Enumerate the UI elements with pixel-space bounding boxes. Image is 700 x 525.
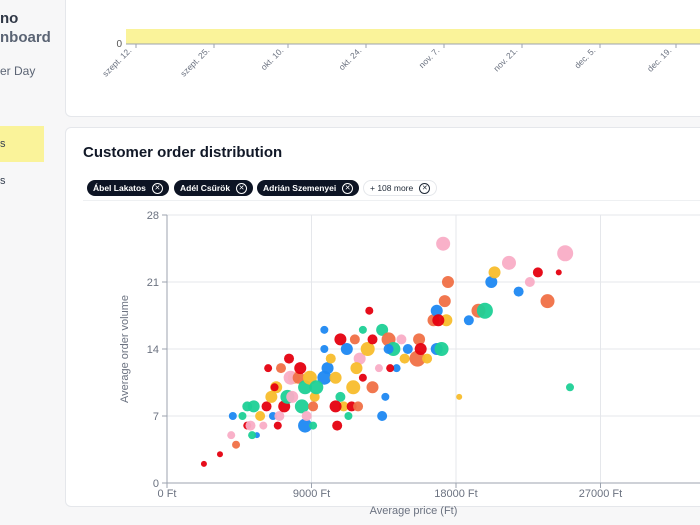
customer-filter-chips: Ábel Lakatos ✕ Adél Csűrök ✕ Adrián Szem… bbox=[83, 178, 700, 201]
x-tick-label: nov. 7. bbox=[417, 45, 442, 70]
remove-chip-icon[interactable]: ✕ bbox=[236, 182, 248, 194]
remove-chip-icon[interactable]: ✕ bbox=[151, 182, 163, 194]
card-title: Customer order distribution bbox=[83, 144, 283, 161]
sidebar-item-label: s bbox=[0, 175, 6, 187]
sidebar-item[interactable]: s bbox=[0, 163, 44, 199]
sidebar-item-label: s bbox=[0, 138, 6, 150]
x-tick-label: dec. 19. bbox=[645, 45, 673, 73]
sidebar: no nboard er Day s s bbox=[0, 0, 51, 525]
x-tick-label: okt. 24. bbox=[337, 45, 364, 72]
sidebar-subtitle: er Day bbox=[0, 64, 36, 78]
x-tick-label: szept. 12. bbox=[100, 45, 133, 78]
daily-chart-card: 0 szept. 12. szept. 25. okt. 10. okt. 24. no… bbox=[65, 0, 700, 117]
chip-label: Ábel Lakatos bbox=[93, 183, 146, 193]
y-tick-label: 0 bbox=[116, 39, 122, 50]
customer-chip[interactable]: Adrián Szemenyei ✕ bbox=[257, 180, 360, 196]
brand-title-line2: nboard bbox=[0, 29, 51, 46]
chip-label: Adrián Szemenyei bbox=[263, 183, 337, 193]
chip-label: Adél Csűrök bbox=[180, 183, 231, 193]
x-tick-label: dec. 5. bbox=[572, 45, 597, 70]
customer-order-distribution-card: Customer order distribution Ábel Lakatos… bbox=[65, 127, 700, 507]
x-tick-label: nov. 21. bbox=[491, 45, 519, 73]
x-tick-labels: szept. 12. szept. 25. okt. 10. okt. 24. nov.… bbox=[100, 44, 677, 78]
remove-chip-icon[interactable]: ✕ bbox=[342, 182, 354, 194]
x-tick-label: okt. 10. bbox=[259, 45, 286, 72]
brand-title-line1: no bbox=[0, 10, 19, 27]
chip-label: + 108 more bbox=[370, 183, 414, 193]
customer-chip[interactable]: Adél Csűrök ✕ bbox=[174, 180, 254, 196]
customer-chip[interactable]: Ábel Lakatos ✕ bbox=[87, 180, 169, 196]
sidebar-item-active[interactable]: s bbox=[0, 126, 44, 162]
x-tick-label: szept. 25. bbox=[178, 45, 211, 78]
remove-chip-icon[interactable]: ✕ bbox=[419, 182, 431, 194]
area-fill bbox=[126, 29, 700, 44]
daily-area-chart: 0 szept. 12. szept. 25. okt. 10. okt. 24. no… bbox=[100, 29, 700, 78]
more-customers-chip[interactable]: + 108 more ✕ bbox=[363, 180, 438, 196]
